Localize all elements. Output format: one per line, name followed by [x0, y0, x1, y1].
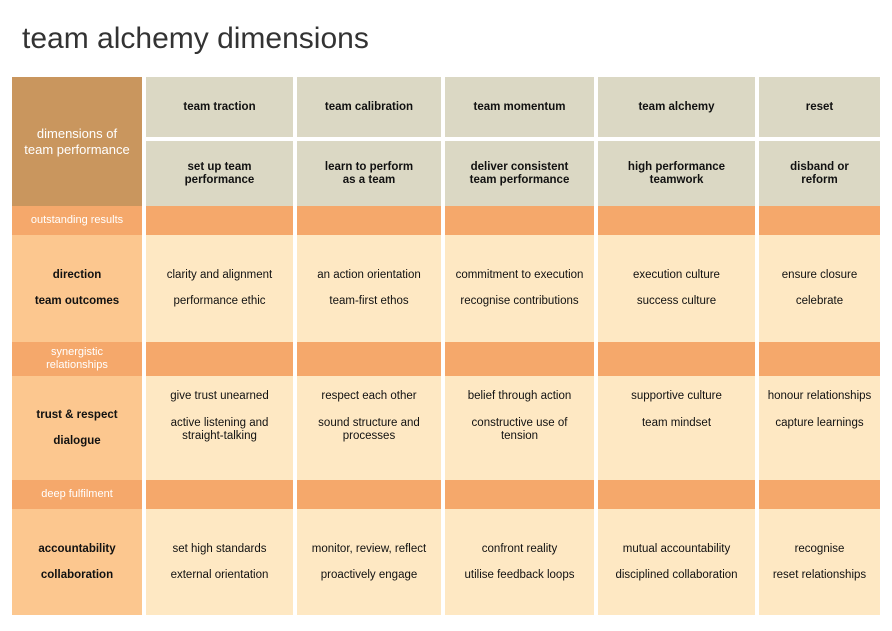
band-strip	[297, 206, 441, 235]
band-strip	[297, 480, 441, 509]
table-cell: supportive culture team mindset	[598, 376, 755, 480]
cell-text: clarity and alignment	[166, 269, 273, 281]
column-stage-5: reset	[759, 77, 880, 137]
cell-text: external orientation	[170, 568, 269, 581]
table-cell: belief through action constructive use of…	[445, 376, 594, 480]
band-strip	[445, 342, 594, 376]
cell-text: reset relationships	[772, 568, 867, 581]
band-label-outstanding-results: outstanding results	[12, 206, 142, 235]
band-strip	[759, 480, 880, 509]
cell-text: disciplined collaboration	[615, 568, 738, 581]
cell-text: proactively engage	[320, 568, 418, 581]
cell-text: direction	[52, 269, 102, 281]
cell-text: set high standards	[172, 542, 267, 555]
cell-text: deliver consistent team performance	[469, 160, 570, 186]
cell-text: mutual accountability	[622, 542, 731, 555]
corner-label-text: dimensions of team performance	[24, 125, 130, 157]
cell-text: deep fulfilment	[41, 488, 113, 500]
cell-text: synergistic relationships	[46, 346, 108, 371]
band-label-deep-fulfilment: deep fulfilment	[12, 480, 142, 509]
cell-text: sound structure and processes	[318, 417, 420, 442]
band-strip	[759, 206, 880, 235]
cell-text: an action orientation	[317, 269, 421, 281]
cell-text: team outcomes	[34, 295, 120, 307]
cell-text: success culture	[636, 295, 717, 307]
cell-text: team-first ethos	[329, 295, 409, 307]
cell-text: monitor, review, reflect	[311, 542, 427, 555]
band-strip	[146, 206, 293, 235]
cell-text: execution culture	[633, 269, 720, 281]
cell-text: recognise contributions	[460, 295, 579, 307]
cell-text: trust & respect	[36, 408, 118, 421]
cell-text: capture learnings	[775, 417, 864, 429]
table-cell: monitor, review, reflect proactively enga…	[297, 509, 441, 615]
cell-text: reset	[805, 100, 834, 113]
table-cell: respect each other sound structure and pr…	[297, 376, 441, 480]
cell-text: team calibration	[324, 100, 414, 113]
table-cell: ensure closure celebrate	[759, 235, 880, 342]
column-goal-5: disband or reform	[759, 141, 880, 206]
cell-text: celebrate	[795, 295, 844, 307]
column-goal-2: learn to perform as a team	[297, 141, 441, 206]
table-cell: honour relationships capture learnings	[759, 376, 880, 480]
column-stage-3: team momentum	[445, 77, 594, 137]
cell-text: commitment to execution	[455, 269, 584, 281]
row-label-trust-dialogue: trust & respect dialogue	[12, 376, 142, 480]
column-stage-4: team alchemy	[598, 77, 755, 137]
band-strip	[759, 342, 880, 376]
column-goal-1: set up team performance	[146, 141, 293, 206]
cell-text: active listening and straight-talking	[170, 417, 269, 442]
cell-text: ensure closure	[781, 269, 858, 281]
column-stage-1: team traction	[146, 77, 293, 137]
table-cell: clarity and alignment performance ethic	[146, 235, 293, 342]
cell-text: honour relationships	[767, 390, 872, 402]
cell-text: disband or reform	[790, 160, 849, 186]
table-cell: execution culture success culture	[598, 235, 755, 342]
cell-text: utilise feedback loops	[464, 568, 575, 581]
band-strip	[445, 206, 594, 235]
cell-text: recognise	[794, 542, 845, 555]
band-label-synergistic-relationships: synergistic relationships	[12, 342, 142, 376]
cell-text: set up team performance	[184, 160, 255, 186]
band-strip	[598, 206, 755, 235]
cell-text: learn to perform as a team	[324, 160, 414, 186]
cell-text: supportive culture	[631, 390, 722, 402]
table-cell: recognise reset relationships	[759, 509, 880, 615]
column-goal-3: deliver consistent team performance	[445, 141, 594, 206]
cell-text: team traction	[183, 100, 256, 113]
cell-text: performance ethic	[173, 295, 266, 307]
table-cell: set high standards external orientation	[146, 509, 293, 615]
cell-text: high performance teamwork	[627, 160, 726, 186]
cell-text: team alchemy	[638, 100, 715, 113]
table-cell: give trust unearned active listening and …	[146, 376, 293, 480]
row-label-direction-outcomes: direction team outcomes	[12, 235, 142, 342]
page-title: team alchemy dimensions	[22, 22, 369, 55]
cell-text: confront reality	[481, 542, 558, 555]
row-label-accountability-collaboration: accountability collaboration	[12, 509, 142, 615]
band-strip	[598, 480, 755, 509]
band-strip	[146, 342, 293, 376]
band-strip	[146, 480, 293, 509]
cell-text: belief through action	[467, 390, 572, 402]
corner-label: dimensions of team performance	[12, 77, 142, 206]
cell-text: outstanding results	[30, 214, 124, 226]
table-cell: commitment to execution recognise contrib…	[445, 235, 594, 342]
column-stage-2: team calibration	[297, 77, 441, 137]
cell-text: dialogue	[53, 434, 101, 447]
table-cell: confront reality utilise feedback loops	[445, 509, 594, 615]
band-strip	[297, 342, 441, 376]
column-goal-4: high performance teamwork	[598, 141, 755, 206]
cell-text: accountability	[38, 542, 116, 555]
cell-text: team mindset	[641, 417, 712, 429]
band-strip	[445, 480, 594, 509]
dimensions-table: dimensions of team performance team trac…	[12, 77, 880, 615]
table-cell: mutual accountability disciplined collabo…	[598, 509, 755, 615]
cell-text: team momentum	[473, 100, 566, 113]
cell-text: give trust unearned	[170, 390, 269, 402]
cell-text: collaboration	[40, 568, 114, 581]
cell-text: respect each other	[321, 390, 417, 402]
table-cell: an action orientation team-first ethos	[297, 235, 441, 342]
cell-text: constructive use of tension	[471, 417, 568, 442]
band-strip	[598, 342, 755, 376]
